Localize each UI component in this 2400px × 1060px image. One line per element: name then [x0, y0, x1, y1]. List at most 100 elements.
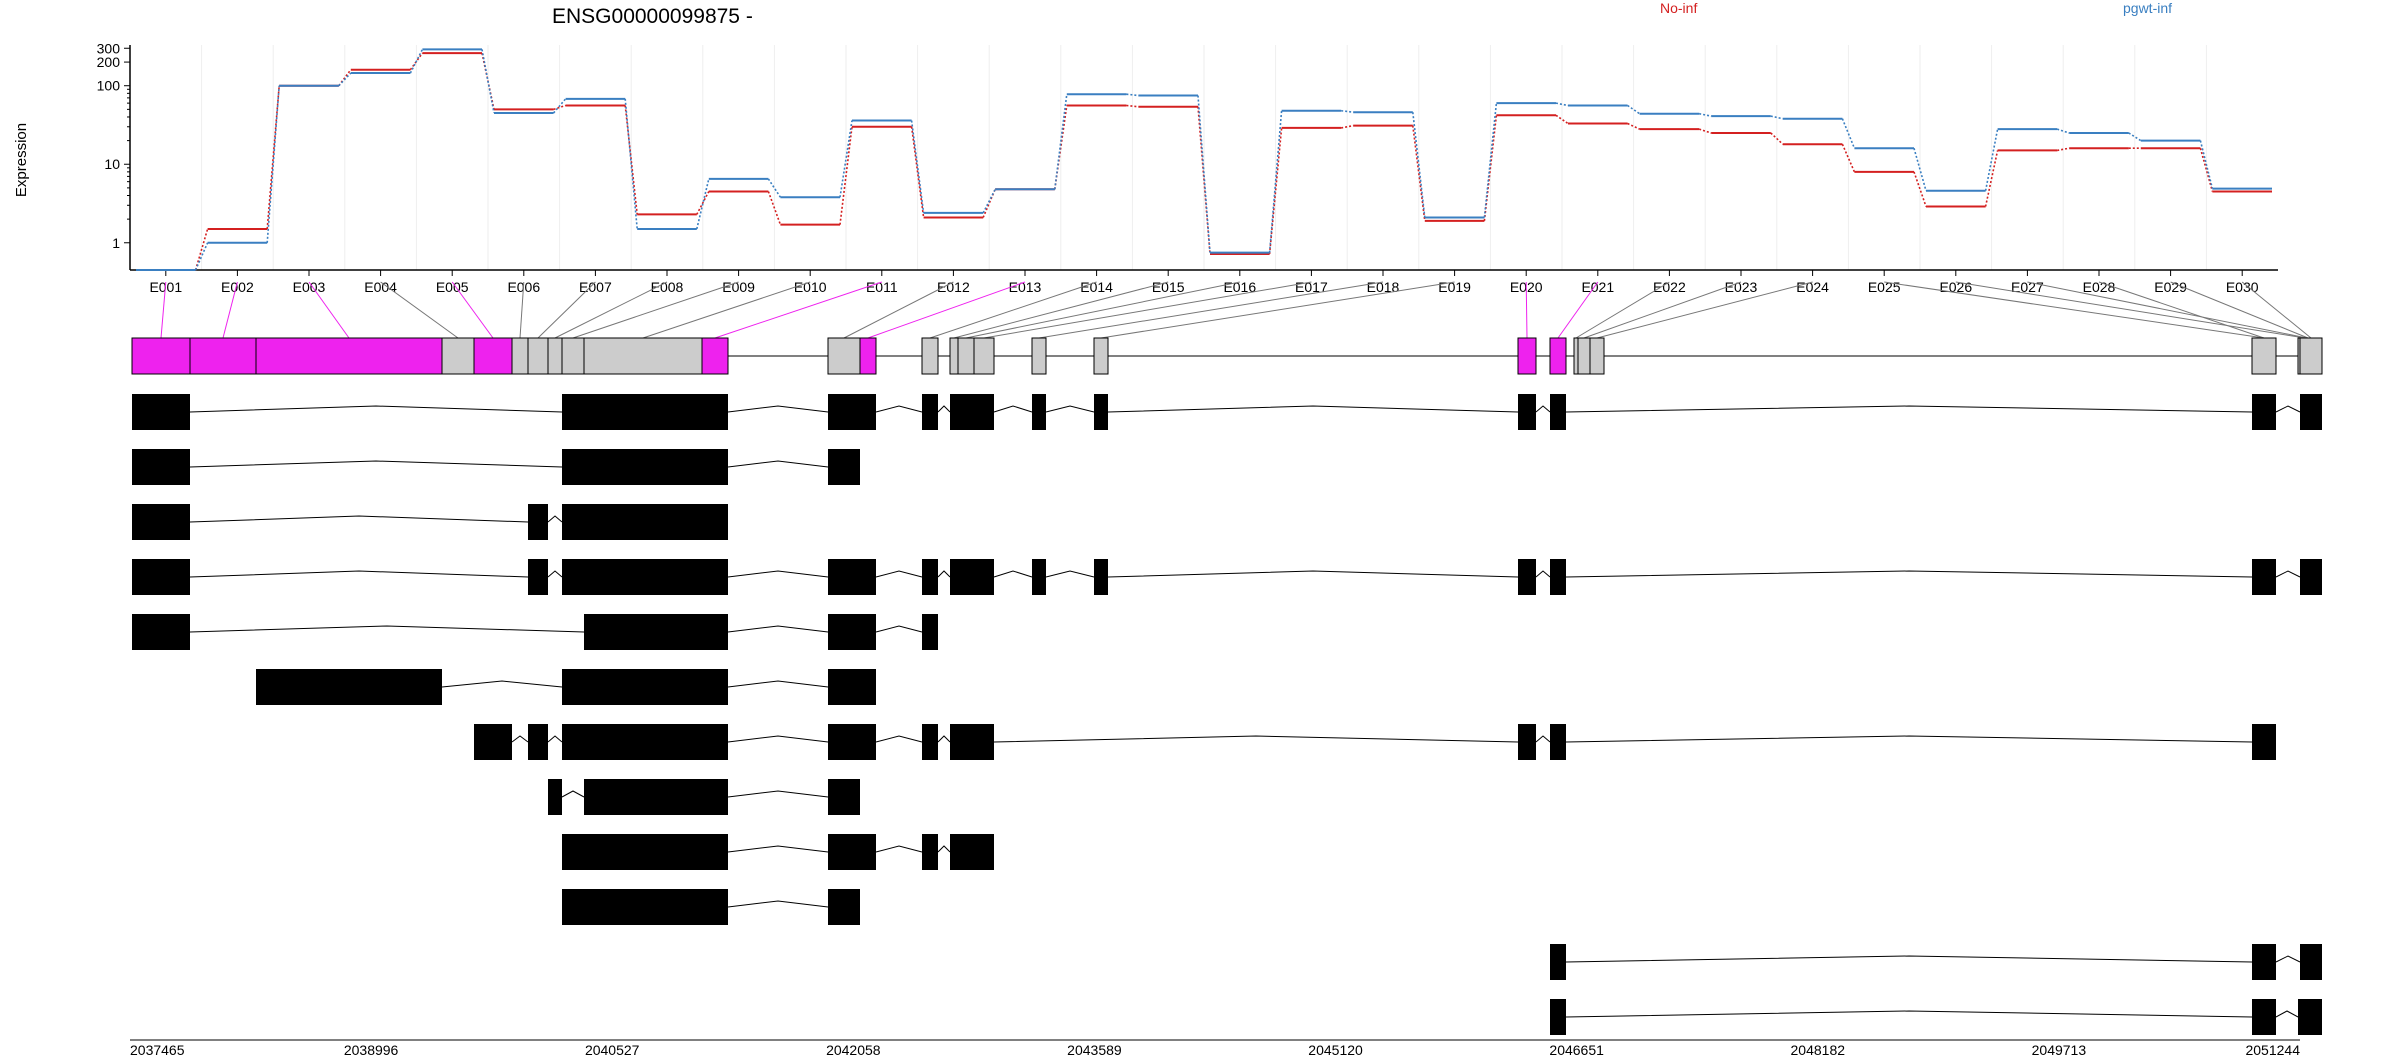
intron: [1107, 405, 1519, 413]
intron: [727, 625, 829, 633]
series-connector: [839, 126, 853, 225]
series-connector: [1627, 104, 1641, 115]
transcript-exon: [958, 394, 974, 430]
exon-bin: [1031, 337, 1047, 375]
series-connector: [338, 69, 352, 87]
series-connector: [2199, 147, 2214, 192]
transcript-exon: [1550, 999, 1566, 1035]
series-connector: [2199, 140, 2214, 189]
exon-connector: [519, 281, 525, 339]
series-connector: [338, 72, 352, 87]
exon-bin: [859, 337, 877, 375]
genomic-tick-label: 2037465: [130, 1042, 185, 1058]
transcript-exon: [256, 669, 442, 705]
exon-bin: [2299, 337, 2323, 375]
intron: [937, 405, 951, 413]
series-connector: [696, 178, 710, 230]
transcript-exon: [860, 724, 876, 760]
transcript-track: [132, 449, 860, 485]
series-connector: [982, 188, 996, 214]
series-connector: [624, 98, 638, 230]
transcript-exon: [1518, 559, 1536, 595]
transcript-exon: [828, 889, 860, 925]
exon-connector: [380, 281, 459, 339]
transcript-exon: [828, 614, 860, 650]
series-connector: [1841, 118, 1856, 149]
x-tick-label: E014: [1080, 279, 1113, 295]
exon-bin: [827, 337, 861, 375]
exon-connector: [1525, 281, 1528, 339]
y-axis-label: Expression: [13, 123, 30, 197]
transcript-exon: [702, 504, 728, 540]
transcript-exon: [562, 889, 584, 925]
x-tick-label: E012: [937, 279, 970, 295]
intron: [937, 845, 951, 853]
x-tick-label: E004: [364, 279, 397, 295]
series-connector: [1913, 147, 1927, 191]
transcript-exon: [562, 834, 584, 870]
transcript-exon: [860, 614, 876, 650]
transcript-exon: [132, 394, 190, 430]
intron: [937, 570, 951, 578]
series-connector: [1483, 103, 1498, 218]
transcript-exon: [922, 394, 938, 430]
transcript-exon: [828, 724, 860, 760]
x-tick-label: E005: [436, 279, 469, 295]
transcript-exon: [528, 504, 548, 540]
x-tick-label: E023: [1725, 279, 1758, 295]
legend-no-inf: No-inf: [1660, 0, 1697, 16]
exon-connector: [1557, 281, 1599, 339]
exon-connector: [953, 281, 1169, 339]
exon-connector: [537, 281, 596, 339]
transcript-exon: [1550, 559, 1566, 595]
exon-connector: [965, 281, 1240, 339]
transcript-exon: [562, 394, 584, 430]
transcript-exon: [1550, 944, 1566, 980]
x-tick-label: E028: [2083, 279, 2116, 295]
exon-bin: [189, 337, 257, 375]
x-tick-label: E009: [722, 279, 755, 295]
genomic-tick-label: 2049713: [2032, 1042, 2087, 1058]
series-connector: [1268, 127, 1283, 255]
series-connector: [1770, 132, 1784, 145]
exon-bin: [921, 337, 939, 375]
exon-connector: [714, 281, 882, 339]
exon-bin: [561, 337, 585, 375]
series-connector: [552, 98, 567, 114]
transcript-exon: [2252, 999, 2276, 1035]
transcript-exon: [950, 559, 958, 595]
x-tick-label: E007: [579, 279, 612, 295]
transcript-exon: [922, 614, 938, 650]
genomic-axis-ticks: 2037465 2038996 2040527 2042058 2043589 20451…: [130, 1042, 2300, 1058]
transcript-exon: [860, 669, 876, 705]
transcript-exon: [584, 614, 702, 650]
intron: [875, 570, 923, 578]
transcript-exon: [702, 779, 728, 815]
transcript-track: [1550, 999, 2322, 1035]
transcript-track: [256, 669, 876, 705]
intron: [547, 570, 563, 578]
exon-bin: [1573, 337, 1579, 375]
intron: [561, 790, 585, 798]
exon-connector: [2170, 281, 2309, 339]
transcript-exon: [974, 724, 994, 760]
intron: [511, 735, 529, 743]
transcript-exon: [702, 614, 728, 650]
x-tick-label: E003: [293, 279, 326, 295]
intron: [189, 405, 563, 413]
transcript-exon: [584, 779, 702, 815]
transcript-exon: [922, 559, 938, 595]
transcript-exon: [958, 559, 974, 595]
transcript-exon: [584, 449, 702, 485]
genomic-tick-label: 2038996: [344, 1042, 399, 1058]
transcript-track: [474, 724, 2276, 760]
transcript-exon: [702, 889, 728, 925]
transcript-exon: [562, 504, 584, 540]
transcript-track: [132, 504, 728, 540]
series-connector: [910, 126, 925, 218]
transcript-exon: [528, 559, 548, 595]
exon-connector: [929, 281, 1097, 339]
transcript-track: [132, 394, 2322, 430]
intron: [727, 570, 829, 578]
